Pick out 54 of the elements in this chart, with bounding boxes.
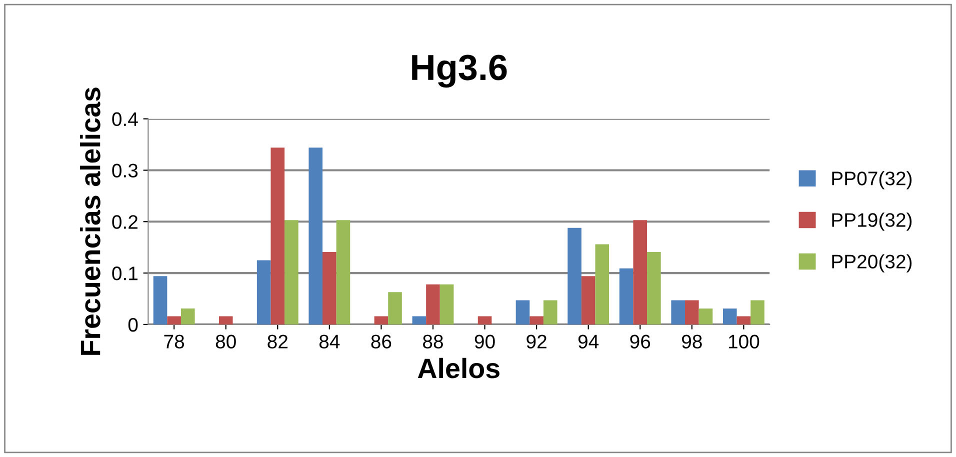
y-tick-label: 0.4 (112, 112, 138, 126)
x-tick-label: 86 (371, 334, 392, 348)
bar (685, 300, 699, 324)
x-tick-label: 78 (164, 334, 184, 348)
bar (647, 252, 661, 324)
bar (530, 316, 544, 324)
bar (322, 252, 336, 324)
legend-label: PP20(32) (832, 254, 912, 272)
bar (698, 308, 713, 324)
x-tick-label: 82 (268, 334, 288, 348)
y-tick-label: 0.3 (112, 164, 138, 178)
bar (426, 284, 440, 324)
y-tick-label: 0 (128, 318, 138, 332)
bar (568, 228, 582, 324)
bar (374, 316, 388, 324)
x-tick-label: 100 (728, 334, 760, 348)
bar (478, 316, 492, 324)
chart-title: Hg3.6 (412, 54, 507, 88)
bar (581, 276, 596, 324)
bar (256, 260, 271, 324)
legend-label: PP19(32) (832, 212, 912, 231)
bar (167, 316, 181, 324)
legend-label: PP07(32) (832, 171, 912, 190)
bar (308, 148, 323, 324)
bar (722, 308, 737, 324)
bar (218, 316, 233, 324)
x-tick-label: 92 (526, 334, 546, 348)
x-tick-label: 84 (319, 334, 340, 348)
x-tick-label: 94 (578, 334, 599, 348)
bar (633, 220, 648, 324)
bar (619, 268, 634, 324)
x-axis-title: Alelos (418, 358, 500, 378)
x-tick-label: 98 (682, 334, 702, 348)
bar (284, 220, 298, 324)
bar (516, 300, 530, 324)
bar (440, 284, 454, 324)
bar (388, 292, 402, 324)
bar (153, 276, 168, 324)
bar (270, 148, 285, 324)
bar (671, 300, 685, 324)
y-tick-label: 0.1 (112, 266, 138, 280)
bar (412, 316, 426, 324)
y-tick-label: 0.2 (112, 215, 138, 229)
x-tick-label: 80 (216, 334, 236, 348)
bar (736, 316, 751, 324)
bar (750, 300, 764, 324)
x-tick-label: 88 (423, 334, 443, 348)
x-tick-label: 90 (474, 334, 495, 348)
bar (543, 300, 558, 324)
bar (180, 308, 195, 324)
x-tick-label: 96 (630, 334, 650, 348)
bar (595, 244, 610, 324)
bar (336, 220, 350, 324)
y-axis-title: Frecuencias alelicas (80, 88, 100, 355)
